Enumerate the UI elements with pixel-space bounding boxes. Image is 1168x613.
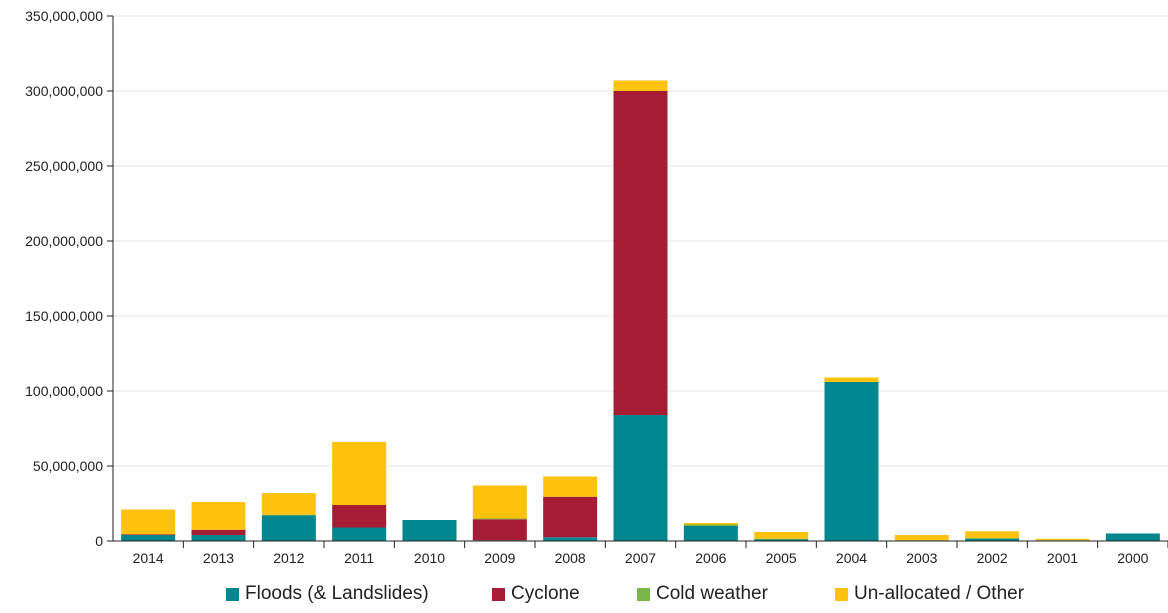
x-tick-label: 2000 xyxy=(1117,550,1148,566)
bar-segment xyxy=(754,532,809,539)
bar-segment xyxy=(543,476,598,497)
bar-segment xyxy=(261,493,316,515)
bar-segment xyxy=(332,505,387,528)
y-tick-label: 300,000,000 xyxy=(25,83,103,99)
bar-segment xyxy=(754,539,809,541)
y-tick-label: 350,000,000 xyxy=(25,8,103,24)
y-tick-label: 200,000,000 xyxy=(25,233,103,249)
y-axis-tick-labels: 0 50,000,000 100,000,000 150,000,000 200,000… xyxy=(25,8,103,549)
x-tick-label: 2013 xyxy=(203,550,234,566)
bar-segment xyxy=(261,514,316,516)
bar-segment xyxy=(261,515,316,541)
bar-segment xyxy=(1035,538,1090,541)
bar-segment xyxy=(543,496,598,538)
bar-segment xyxy=(332,442,387,505)
legend-swatch xyxy=(492,587,505,601)
bar-segment xyxy=(472,518,527,520)
legend-swatch xyxy=(835,587,848,601)
x-tick-label: 2004 xyxy=(836,550,867,566)
x-tick-label: 2006 xyxy=(695,550,726,566)
legend-swatch xyxy=(226,587,239,601)
x-tick-label: 2001 xyxy=(1047,550,1078,566)
bar-segment xyxy=(332,527,387,541)
x-tick-label: 2010 xyxy=(414,550,445,566)
legend-label: Cold weather xyxy=(656,583,768,604)
bar-segment xyxy=(965,538,1020,541)
legend-item: Cold weather xyxy=(637,583,768,605)
axes xyxy=(107,15,1168,548)
legend-item: Floods (& Landslides) xyxy=(226,583,429,605)
bar-segment xyxy=(683,526,738,541)
legend-label: Cyclone xyxy=(511,583,580,604)
x-tick-label: 2007 xyxy=(625,550,656,566)
legend-label: Floods (& Landslides) xyxy=(245,583,429,604)
bar-segment xyxy=(472,519,527,541)
bar-segment xyxy=(402,520,457,541)
bar-segment xyxy=(191,535,246,541)
legend-swatch xyxy=(637,587,650,601)
bar-segment xyxy=(965,538,1020,539)
x-tick-label: 2011 xyxy=(344,550,374,566)
x-axis-tick-labels: 2014 2013 2012 2011 2010 2009 2008 2007 2006 2005… xyxy=(133,550,1149,566)
y-tick-label: 50,000,000 xyxy=(33,458,103,474)
bar-segment xyxy=(121,534,176,535)
legend: Floods (& Landslides) Cyclone Cold weather… xyxy=(0,583,1168,607)
x-tick-label: 2002 xyxy=(977,550,1008,566)
legend-label: Un-allocated / Other xyxy=(854,583,1025,604)
x-tick-label: 2005 xyxy=(766,550,797,566)
bar-segment xyxy=(121,535,176,541)
bar-segment xyxy=(613,415,668,541)
bar-segment xyxy=(965,531,1020,538)
bar-segment xyxy=(754,538,809,540)
x-tick-label: 2009 xyxy=(484,550,515,566)
bar-segment xyxy=(191,502,246,530)
bar-segment xyxy=(1105,533,1160,541)
bar-segment xyxy=(894,535,949,541)
bar-segment xyxy=(683,524,738,526)
legend-item: Un-allocated / Other xyxy=(835,583,1024,605)
x-tick-label: 2014 xyxy=(133,550,164,566)
x-tick-label: 2008 xyxy=(555,550,586,566)
y-tick-label: 100,000,000 xyxy=(25,383,103,399)
x-tick-label: 2003 xyxy=(906,550,937,566)
x-tick-label: 2012 xyxy=(273,550,304,566)
bar-segment xyxy=(824,382,879,541)
bar-segment xyxy=(543,537,598,541)
bar-segment xyxy=(121,509,176,535)
bar-segment xyxy=(191,529,246,535)
bar-segment xyxy=(613,91,668,415)
legend-item: Cyclone xyxy=(492,583,580,605)
bar-segment xyxy=(824,377,879,382)
bar-segment xyxy=(613,80,668,91)
y-tick-label: 150,000,000 xyxy=(25,308,103,324)
bar-segment xyxy=(472,485,527,519)
bars xyxy=(121,80,1160,541)
y-tick-label: 0 xyxy=(95,533,103,549)
bar-segment xyxy=(683,523,738,525)
y-tick-label: 250,000,000 xyxy=(25,158,103,174)
